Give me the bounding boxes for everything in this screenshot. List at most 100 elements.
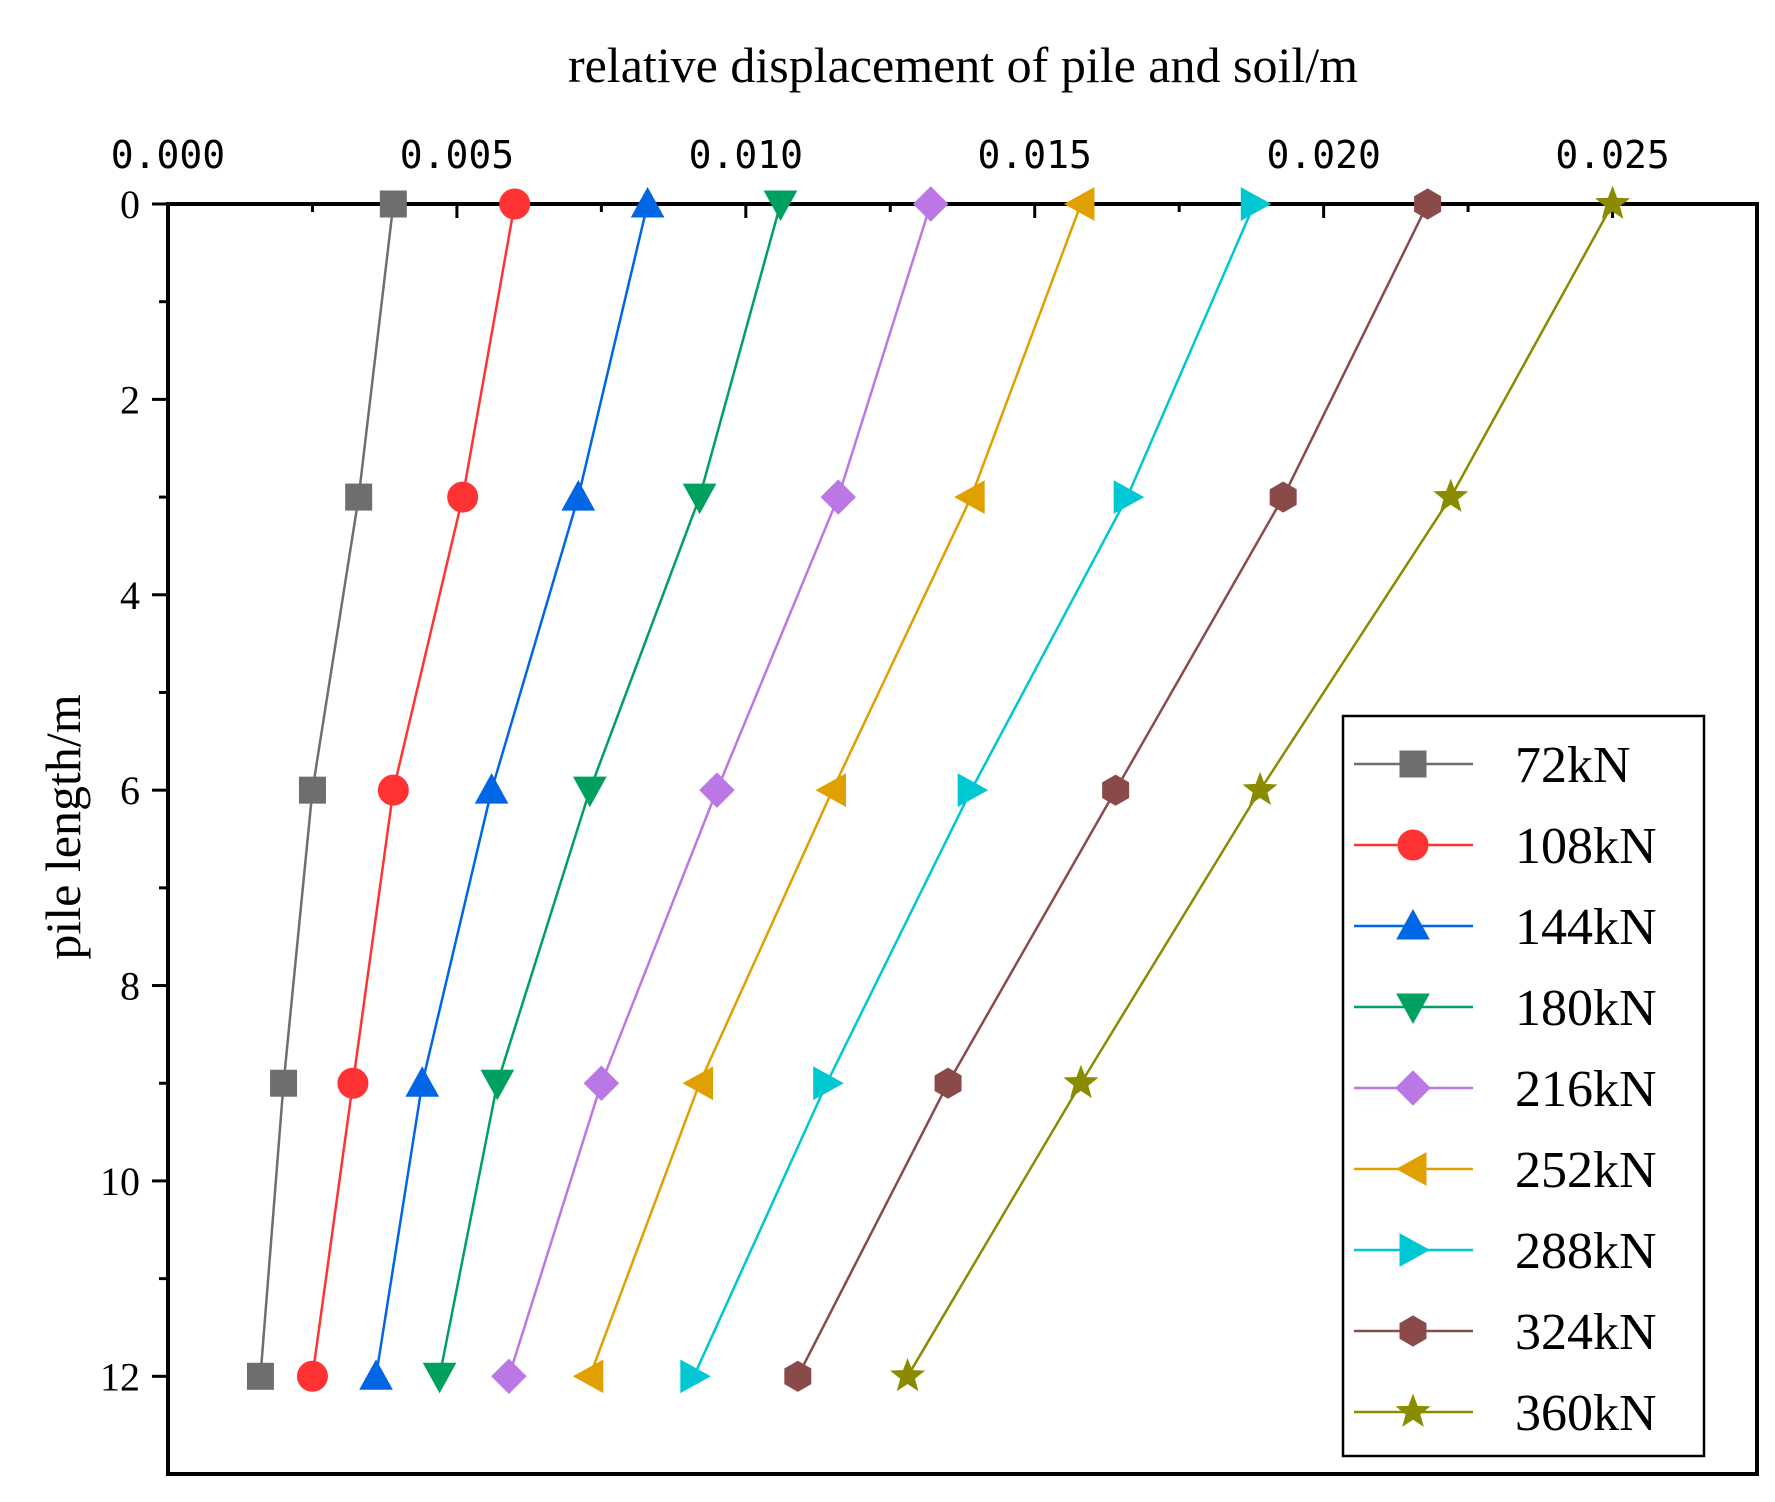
marker-triangle-right [1240,187,1272,221]
series-180kN [422,190,798,1394]
y-tick-label: 0 [120,182,140,227]
y-tick-label: 12 [100,1354,140,1399]
marker-triangle-left [954,480,985,514]
marker-triangle-right [1113,480,1145,514]
marker-square [246,1362,274,1390]
series-360kN [890,185,1631,1392]
marker-circle [1397,829,1429,861]
marker-square [298,776,326,804]
marker-circle [296,1360,328,1392]
legend-entry: 288kN [1354,1223,1657,1280]
marker-hexagon [1414,188,1442,220]
marker-triangle-up [561,480,596,511]
marker-triangle-right [813,1066,844,1101]
legend-label: 108kN [1515,818,1657,875]
marker-diamond [583,1065,620,1101]
legend-entry: 360kN [1354,1385,1657,1442]
legend-entry: 144kN [1354,899,1657,956]
series-252kN [572,187,1095,1394]
y-tick-label: 8 [120,964,140,1009]
marker-triangle-down [422,1362,457,1394]
marker-square [345,483,373,511]
x-tick-label: 0.010 [689,133,803,177]
plot-frame [166,202,1759,1476]
marker-triangle-down [763,190,798,222]
series-72kN [246,190,407,1390]
marker-diamond [913,186,949,222]
series-line [259,203,395,1377]
marker-star [1063,1064,1099,1099]
legend-label: 216kN [1515,1061,1657,1118]
x-tick-label: 0.020 [1266,133,1380,177]
marker-hexagon [934,1067,962,1099]
marker-triangle-down [572,776,607,808]
legend-label: 288kN [1515,1223,1657,1280]
marker-circle [377,774,409,806]
marker-triangle-left [815,773,846,808]
marker-triangle-down [1396,993,1430,1025]
legend-entry: 108kN [1354,818,1657,875]
series-288kN [680,187,1272,1394]
marker-triangle-up [474,773,509,804]
marker-triangle-left [572,1359,604,1394]
y-tick-label: 10 [100,1159,140,1204]
marker-hexagon [1102,774,1130,806]
y-tick-label: 6 [120,768,140,813]
marker-circle [499,188,531,220]
marker-triangle-left [682,1066,714,1101]
marker-triangle-up [359,1359,393,1390]
legend-label: 144kN [1515,899,1657,956]
marker-hexagon [1399,1315,1427,1347]
legend-label: 252kN [1515,1142,1657,1199]
marker-star [1242,771,1278,806]
marker-square [379,190,407,218]
marker-triangle-right [680,1359,711,1394]
series-216kN [491,186,949,1395]
marker-diamond [699,772,735,808]
legend-entry: 72kN [1354,737,1631,794]
series-108kN [296,188,531,1392]
legend-entry: 252kN [1354,1142,1657,1199]
legend-entry: 180kN [1354,980,1657,1037]
marker-star [1433,478,1469,512]
marker-star [890,1357,926,1392]
marker-triangle-right [1399,1233,1431,1267]
marker-hexagon [1269,481,1297,513]
marker-diamond [1395,1070,1431,1106]
marker-triangle-right [957,773,989,808]
marker-triangle-up [1396,908,1430,940]
y-tick-label: 2 [120,377,140,422]
marker-circle [447,481,479,513]
legend: 72kN 108kN 144kN 180kN 216kN 252kN 288kN 324kN 3… [1341,714,1706,1458]
x-tick-label: 0.000 [111,133,225,177]
legend-label: 324kN [1515,1304,1657,1361]
marker-square [270,1069,298,1097]
legend-label: 360kN [1515,1385,1657,1442]
x-tick-label: 0.005 [400,133,514,177]
legend-entry: 216kN [1354,1061,1657,1118]
legend-label: 72kN [1515,737,1631,794]
series-layer [246,185,1631,1395]
y-axis-title: pile length/m [35,694,91,959]
marker-hexagon [784,1360,812,1392]
marker-triangle-left [1063,187,1095,221]
y-axis: 0 2 4 6 8 10 12 [100,182,168,1399]
plot-area [166,202,1759,1476]
x-tick-label: 0.015 [978,133,1092,177]
marker-triangle-down [682,483,717,515]
series-line [374,203,649,1377]
marker-triangle-left [1395,1152,1427,1186]
marker-triangle-down [480,1069,515,1101]
marker-square [1399,750,1427,778]
marker-diamond [820,479,856,515]
legend-label: 180kN [1515,980,1657,1037]
marker-triangle-up [405,1066,440,1097]
x-axis: 0.000 0.005 0.010 0.015 0.020 0.025 [111,133,1670,218]
series-144kN [359,186,665,1390]
y-tick-label: 4 [120,573,140,618]
marker-star [1395,1393,1431,1427]
legend-entry: 324kN [1354,1304,1657,1361]
x-axis-title: relative displacement of pile and soil/m [568,37,1358,93]
x-tick-label: 0.025 [1555,133,1669,177]
